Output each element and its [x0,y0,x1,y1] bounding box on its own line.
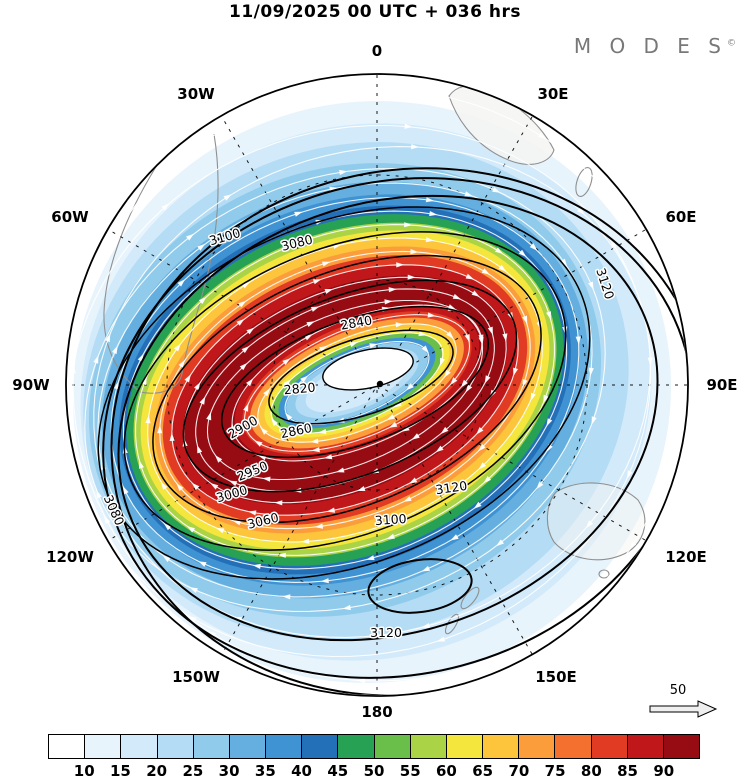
lon-label: 30E [537,85,568,103]
colorbar-cell [519,735,556,758]
colorbar-tick: 65 [472,762,494,780]
lon-label: 60W [51,208,89,226]
colorbar-tick: 35 [254,762,276,780]
coast-new-zealand-south [444,613,460,635]
colorbar [48,734,700,759]
colorbar-cell [483,735,520,758]
reference-arrow-glyph [649,700,718,718]
colorbar-cell [374,735,411,758]
colorbar-tick: 30 [218,762,240,780]
colorbar-tick: 15 [110,762,131,780]
colorbar-tick: 20 [146,762,168,780]
colorbar-tick: 50 [363,762,385,780]
colorbar-tick: 80 [580,762,602,780]
colorbar-ticks: 10 15 20 25 30 35 40 45 50 55 60 65 70 75 80 85 90 [48,762,700,782]
colorbar-cell [193,735,230,758]
lon-label: 0 [372,42,382,60]
colorbar-tick: 70 [508,762,530,780]
colorbar-cell [663,735,700,758]
colorbar-tick: 55 [399,762,421,780]
colorbar-cell [85,735,122,758]
colorbar-tick: 25 [182,762,204,780]
lon-label: 90W [12,376,50,394]
contour-label: 2820 [283,380,316,398]
polar-vortex-map: 2820 2840 2860 2900 2950 3000 3060 3080 … [12,42,737,721]
map-boundary [65,73,689,697]
pole-marker [376,380,384,388]
lon-label: 150E [535,668,577,686]
colorbar-cell [229,735,267,758]
colorbar-cell [338,735,375,758]
coast-south-america-west [103,147,169,393]
colorbar-cell [555,735,592,758]
lon-label: 150W [172,668,220,686]
colorbar-cell [49,735,86,758]
colorbar-cell [157,735,194,758]
contour-label: 3100 [374,511,407,528]
colorbar-tick: 90 [653,762,675,780]
colorbar-tick: 10 [73,762,95,780]
colorbar-tick: 60 [436,762,457,780]
lon-label: 120E [665,548,707,566]
colorbar-tick: 85 [617,762,638,780]
colorbar-tick: 75 [544,762,566,780]
contour-label: 3120 [435,478,469,497]
contour-label: 3120 [370,625,402,640]
chart-title: 11/09/2025 00 UTC + 036 hrs [228,2,521,22]
reference-arrow-label: 50 [670,683,687,698]
coast-madagascar [575,167,593,197]
modes-logo: M O D E S© [574,34,736,58]
modes-logo-text: M O D E S [573,34,727,58]
colorbar-cell [121,735,158,758]
lon-label: 120W [46,548,94,566]
longitude-labels: 0 30E 60E 90E 120E 150E 180 150W 120W 90… [12,42,737,721]
colorbar-cell [591,735,628,758]
colorbar-wrap: 10 15 20 25 30 35 40 45 50 55 60 65 70 75 80 85 90 [48,734,700,782]
modes-logo-mark: © [727,38,736,49]
colorbar-cell [266,735,303,758]
lon-label: 30W [177,85,215,103]
coast-south-america-east [139,133,219,394]
lon-label: 180 [361,703,392,721]
colorbar-tick: 40 [291,762,312,780]
lon-label: 60E [665,208,696,226]
reference-arrow: 50 [649,683,718,718]
colorbar-cell [302,735,339,758]
colorbar-cell [627,735,664,758]
contour-label: 2840 [339,312,373,332]
colorbar-cell [446,735,484,758]
lon-label: 90E [706,376,737,394]
colorbar-tick: 45 [327,762,349,780]
colorbar-cell [410,735,447,758]
coast-new-zealand-north [460,586,480,610]
coast-tasmania [598,569,610,579]
